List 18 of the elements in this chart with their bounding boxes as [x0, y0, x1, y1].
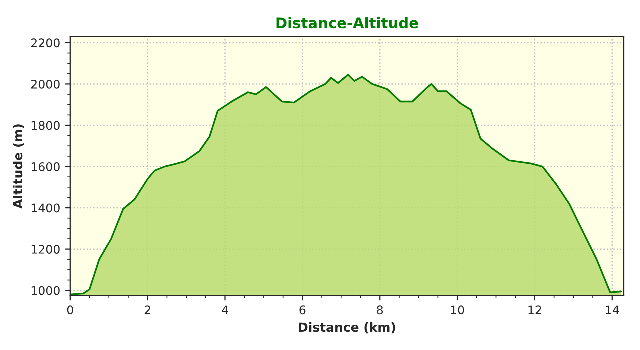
x-tick-label: 14 [606, 306, 620, 314]
y-tick-label: 1400 [32, 204, 60, 213]
y-tick-label: 2000 [32, 80, 60, 89]
x-tick-label: 4 [222, 306, 228, 314]
chart-title: Distance-Altitude [276, 17, 418, 29]
y-tick-label: 1200 [32, 245, 60, 254]
x-tick-label: 12 [528, 306, 542, 314]
x-axis-title: Distance (km) [299, 322, 396, 334]
y-tick-label: 1800 [32, 121, 60, 130]
x-tick-label: 10 [451, 306, 464, 315]
x-tick-label: 2 [144, 306, 150, 314]
x-tick-label: 6 [300, 306, 306, 315]
x-tick-label: 0 [67, 306, 74, 315]
y-tick-label: 1600 [32, 162, 60, 172]
y-tick-label: 2200 [32, 38, 60, 48]
x-tick-label: 8 [377, 306, 384, 315]
y-axis-title: Altitude (m) [12, 124, 24, 209]
y-tick-label: 1000 [32, 286, 60, 296]
